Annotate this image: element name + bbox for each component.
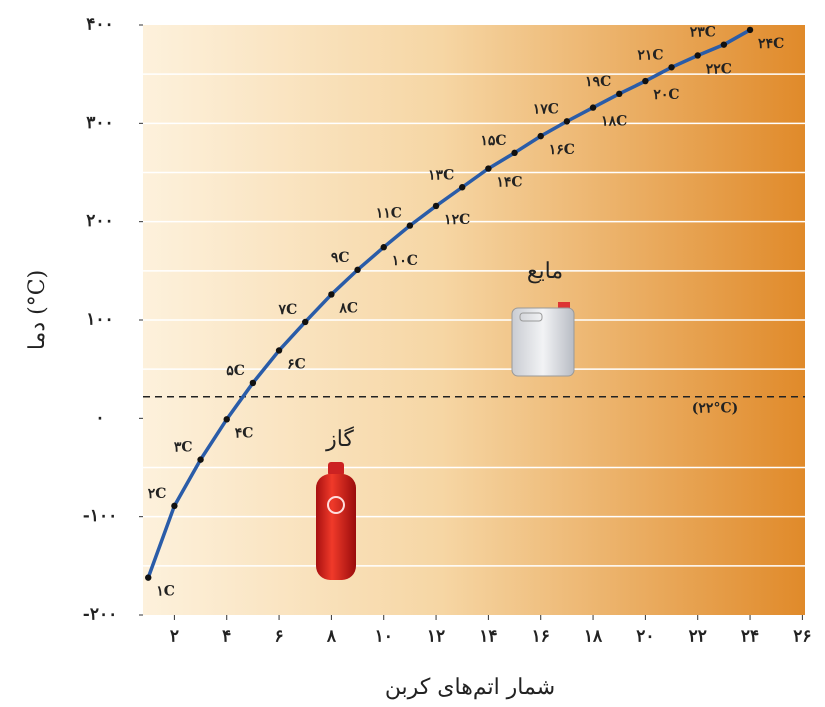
point-label: ۹C xyxy=(331,250,350,266)
point-label: ۱۰C xyxy=(392,253,418,269)
x-tick-label: ۲۲ xyxy=(689,627,707,647)
point xyxy=(642,78,648,84)
point-label: ۱۹C xyxy=(585,74,611,90)
point xyxy=(328,291,334,297)
x-tick-label: ۲۶ xyxy=(793,627,811,647)
point xyxy=(381,244,387,250)
point-label: ۳C xyxy=(174,440,193,456)
point-label: ۲۲C xyxy=(706,61,732,77)
x-tick-label: ۲ xyxy=(170,627,179,647)
point-label: ۲۳C xyxy=(690,25,716,41)
x-tick-label: ۱۶ xyxy=(532,627,550,647)
x-axis-title: شمار اتم‌های کربن xyxy=(385,675,555,700)
point-label: ۱۴C xyxy=(496,175,522,191)
x-tick-label: ۲۴ xyxy=(741,627,759,647)
point-label: ۸C xyxy=(338,300,358,316)
x-tick-label: ۲۰ xyxy=(636,627,654,647)
point xyxy=(276,347,282,353)
reference-label: (۲۲°C) xyxy=(692,401,738,417)
point xyxy=(616,91,622,97)
y-tick-label: -۲۰۰ xyxy=(83,605,117,625)
point xyxy=(721,41,727,47)
point xyxy=(197,456,203,462)
y-tick-label: ۲۰۰ xyxy=(86,211,113,231)
annotation: گاز xyxy=(325,426,354,452)
liquid-icon xyxy=(512,302,574,376)
point xyxy=(224,416,230,422)
gas-icon xyxy=(316,462,356,580)
point-label: ۱۳C xyxy=(428,167,454,183)
point xyxy=(354,267,360,273)
point xyxy=(564,118,570,124)
point-label: ۲C xyxy=(148,486,167,502)
point xyxy=(302,319,308,325)
y-tick-label: -۱۰۰ xyxy=(83,506,117,526)
point-label: ۱۸C xyxy=(601,114,627,130)
point-label: ۱۱C xyxy=(376,206,402,222)
point-label: ۷C xyxy=(278,302,298,318)
x-tick-label: ۱۰ xyxy=(375,627,393,647)
point xyxy=(145,574,151,580)
x-tick-label: ۶ xyxy=(274,627,283,647)
point xyxy=(407,222,413,228)
point-label: ۴C xyxy=(235,425,254,441)
y-tick-label: ۰ xyxy=(95,408,104,428)
point-label: ۶C xyxy=(287,356,306,372)
point-label: ۲۴C xyxy=(758,36,784,52)
point xyxy=(433,203,439,209)
point-label: ۱C xyxy=(156,584,175,600)
x-tick-label: ۱۸ xyxy=(584,627,603,647)
x-tick-label: ۱۴ xyxy=(479,627,497,647)
y-axis-title: دما (°C) xyxy=(25,270,50,350)
point-label: ۱۲C xyxy=(444,212,470,228)
annotation: مایع xyxy=(527,259,563,284)
point xyxy=(668,64,674,70)
chart: مایع گاز شمار اتم‌های کربن دما (°C) -۲۰۰… xyxy=(0,0,825,707)
point xyxy=(590,104,596,110)
point xyxy=(511,150,517,156)
point xyxy=(250,380,256,386)
y-tick-label: ۳۰۰ xyxy=(86,113,113,133)
y-tick-label: ۱۰۰ xyxy=(86,310,113,330)
point-label: ۱۵C xyxy=(480,133,506,149)
x-tick-label: ۴ xyxy=(222,627,231,647)
point-label: ۲۱C xyxy=(637,47,663,63)
point-label: ۱۷C xyxy=(533,101,559,117)
point xyxy=(459,184,465,190)
point xyxy=(747,27,753,33)
x-tick-label: ۱۲ xyxy=(427,627,445,647)
x-tick-label: ۸ xyxy=(326,627,337,647)
point xyxy=(695,52,701,58)
y-tick-label: ۴۰۰ xyxy=(86,15,113,35)
point xyxy=(538,133,544,139)
point-label: ۱۶C xyxy=(549,142,575,158)
point-label: ۵C xyxy=(226,363,245,379)
point-label: ۲۰C xyxy=(653,87,679,103)
point xyxy=(485,165,491,171)
point xyxy=(171,503,177,509)
